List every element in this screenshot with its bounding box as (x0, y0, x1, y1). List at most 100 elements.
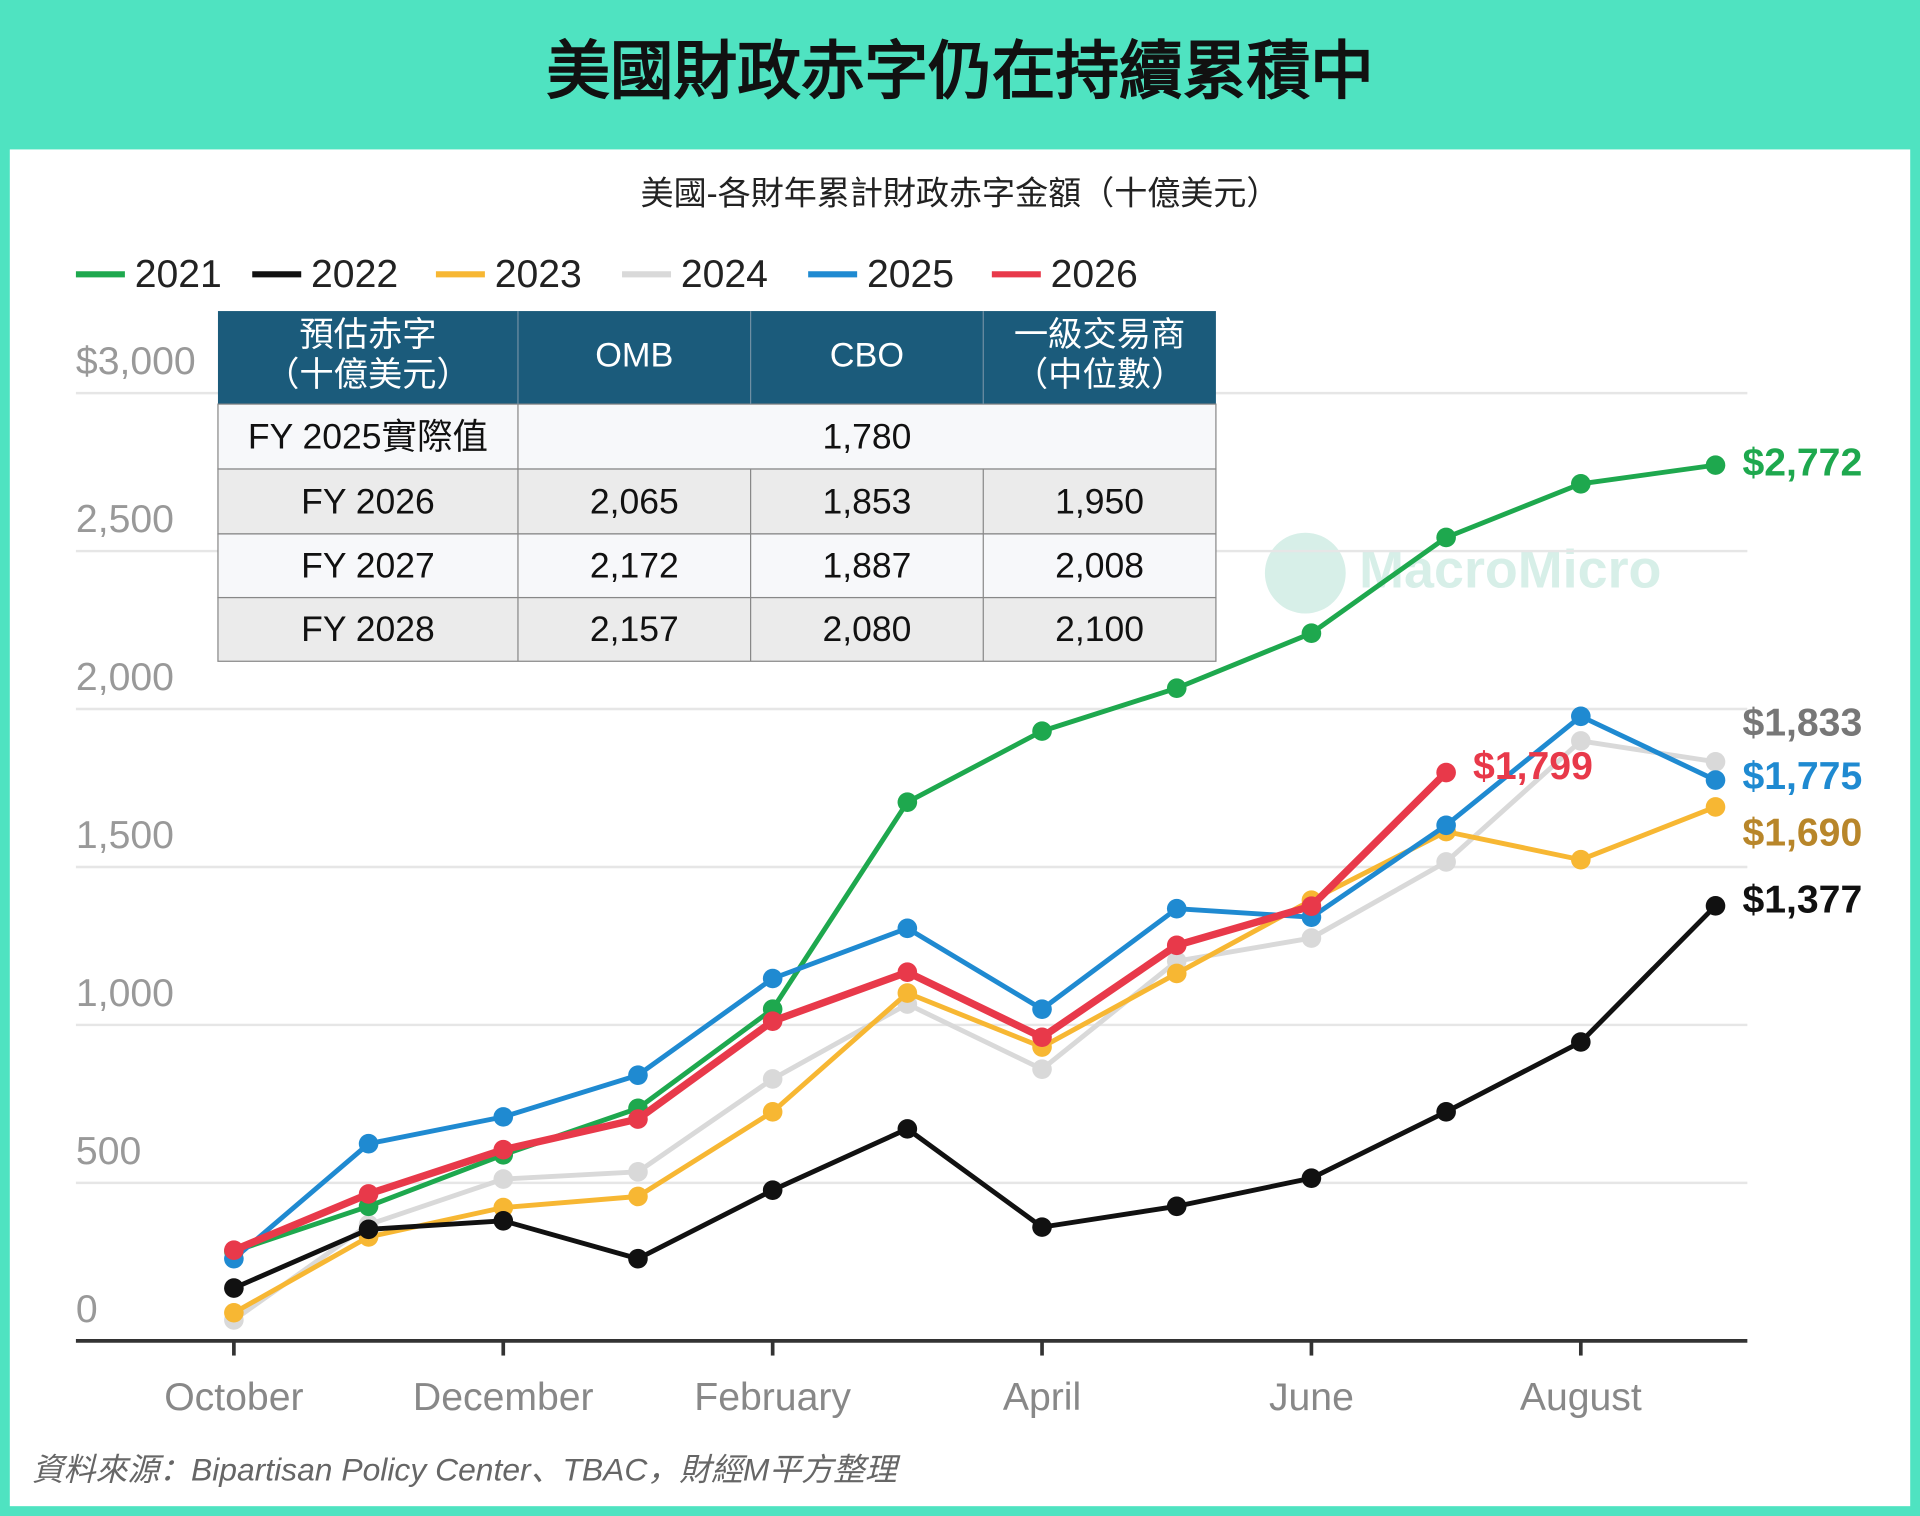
point (628, 1109, 648, 1129)
point (1436, 852, 1456, 872)
table-header-bg (217, 311, 1216, 405)
point (224, 1278, 244, 1298)
table-cell: 1,780 (823, 416, 912, 456)
point (762, 968, 783, 989)
series-line (232, 738, 1716, 1323)
table-cell: 1,887 (823, 546, 912, 586)
table-cell: 2,065 (590, 481, 679, 521)
point (1436, 762, 1456, 783)
series-line (232, 769, 1449, 1254)
series-line (232, 904, 1718, 1291)
plot: 0 500 1,000 1,500 2,000 2,500 $3,000 October Dec… (76, 253, 1862, 1419)
x-tick-label: February (694, 1376, 851, 1419)
legend-label: 2022 (311, 253, 398, 296)
table-cell: 2,100 (1055, 609, 1144, 649)
data-label: $2,772 (1742, 441, 1862, 484)
point (897, 962, 918, 982)
x-tick-label: December (413, 1376, 594, 1419)
point (1032, 721, 1052, 741)
series-line (233, 462, 1716, 1254)
table-cell: 2,157 (590, 609, 679, 649)
point (897, 792, 918, 813)
source: 資料來源：Bipartisan Policy Center、TBAC，財經M平方… (32, 1451, 901, 1487)
point (1705, 751, 1726, 772)
y-tick-label: 0 (76, 1288, 98, 1331)
x-tick-label: June (1269, 1376, 1354, 1419)
point (1571, 849, 1591, 870)
data-label: $1,775 (1742, 755, 1862, 798)
point (1705, 797, 1726, 817)
legend-label: 2023 (495, 253, 582, 296)
point (1301, 1168, 1322, 1188)
point (1032, 999, 1052, 1019)
point (1166, 1196, 1187, 1217)
y-tick-label: 1,000 (76, 972, 174, 1015)
point (1032, 1217, 1052, 1237)
table-header: 一級交易商 (1014, 316, 1185, 354)
point (1301, 928, 1322, 948)
point (1166, 963, 1187, 984)
y-tick-label: 500 (76, 1130, 141, 1173)
point (358, 1184, 379, 1204)
table-header: OMB (595, 337, 673, 375)
table-row-bg (217, 533, 1217, 599)
point (762, 1069, 783, 1089)
point (493, 1139, 514, 1160)
table-header: 預估赤字 (299, 316, 436, 354)
point (762, 1180, 783, 1200)
point (224, 1240, 244, 1260)
point (1301, 896, 1322, 916)
point (628, 1248, 648, 1269)
point (762, 1011, 783, 1031)
table-cell: 2,008 (1055, 546, 1144, 586)
table-cell: 2,172 (590, 546, 679, 586)
y-tick-label: $3,000 (76, 340, 196, 383)
table: 預估赤字（十億美元） OMB CBO 一級交易商（中位數） FY 2025實際值 1,78… (217, 311, 1217, 662)
table-row-bg (217, 596, 1217, 662)
y-tick-label: 1,500 (76, 814, 174, 857)
point (1301, 623, 1322, 643)
point (1705, 770, 1726, 790)
point (1032, 1027, 1052, 1048)
point (1166, 898, 1187, 919)
legend-label: 2026 (1051, 253, 1138, 296)
point (1571, 1032, 1591, 1052)
data-label: $1,690 (1742, 811, 1862, 854)
point (1705, 896, 1726, 916)
point (493, 1169, 514, 1189)
point (897, 918, 918, 939)
point (1436, 527, 1456, 548)
point (762, 1102, 783, 1122)
series-line (232, 713, 1717, 1261)
point (628, 1186, 648, 1207)
point (1571, 731, 1591, 751)
legend-label: 2024 (681, 253, 768, 296)
table-row-bg (217, 468, 1217, 535)
point (1166, 935, 1187, 956)
table-header: CBO (830, 337, 904, 375)
point (224, 1302, 244, 1323)
table-cell: FY 2026 (301, 481, 435, 521)
point (628, 1065, 648, 1085)
point (358, 1219, 379, 1240)
data-label: $1,833 (1742, 701, 1862, 744)
legend-label: 2025 (867, 253, 954, 296)
point (1166, 678, 1187, 698)
series-line (232, 804, 1717, 1315)
point (897, 1119, 918, 1139)
point (1436, 815, 1456, 836)
point (1571, 706, 1591, 727)
y-tick-label: 2,000 (76, 656, 174, 699)
point (493, 1211, 514, 1231)
table-cell: FY 2027 (301, 546, 435, 586)
point (1032, 1059, 1052, 1079)
table-header: （十億美元） (265, 356, 471, 394)
data-label: $1,377 (1742, 879, 1862, 922)
x-tick-label: October (164, 1376, 303, 1419)
x-tick-label: April (1003, 1376, 1081, 1419)
point (897, 983, 918, 1003)
table-header: （中位數） (1014, 356, 1185, 394)
x-tick-label: August (1520, 1376, 1642, 1419)
point (358, 1133, 379, 1154)
